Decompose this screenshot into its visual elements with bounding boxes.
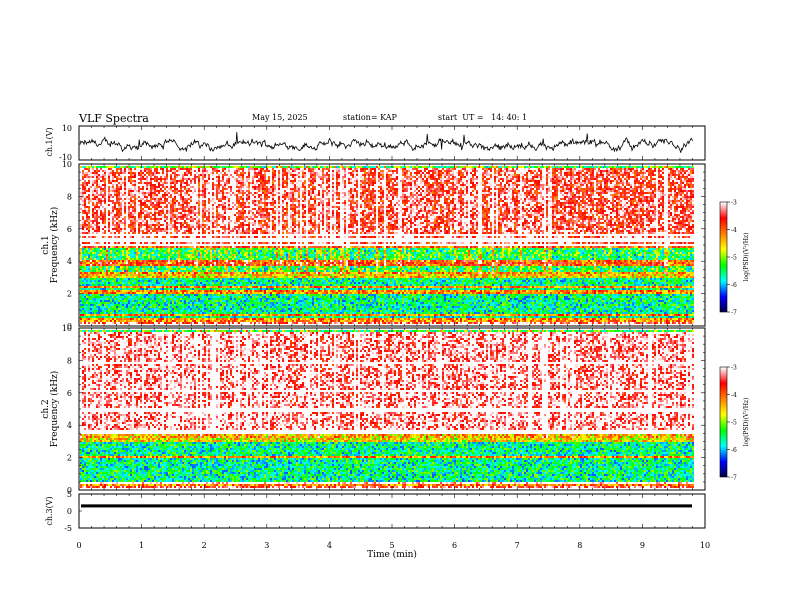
colorbar-tick-label: -6 [731, 282, 737, 289]
ch2-spectrogram-frame [78, 327, 706, 491]
date-label: May 15, 2025 [252, 113, 308, 122]
colorbar-tick-label: -4 [731, 227, 737, 234]
ch3-ylabel: ch.3(V) [45, 496, 54, 525]
ytick-label: 2 [67, 290, 72, 299]
xtick-label: 1 [139, 541, 144, 550]
ytick-label: 10 [62, 160, 72, 169]
colorbar-tick-label: -3 [731, 200, 737, 207]
colorbar-tick-label: -5 [731, 420, 737, 427]
ch1-ytick-bottom: -10 [59, 153, 72, 162]
ytick-label: 4 [67, 421, 72, 430]
ch2-spec-ylabel-line1: ch.2 [41, 399, 51, 418]
colorbar-tick-label: -7 [731, 475, 737, 482]
xtick-label: 9 [640, 541, 645, 550]
xtick-label: 2 [202, 541, 207, 550]
colorbar-tick-label: -6 [731, 447, 737, 454]
ytick-label: 2 [67, 454, 72, 463]
ch1-spectrogram-frame [78, 163, 706, 327]
ytick-label: 5 [67, 490, 72, 499]
ytick-label: 0 [67, 507, 72, 516]
xtick-label: 8 [577, 541, 582, 550]
ytick-label: 4 [67, 257, 72, 266]
colorbar-tick-label: -7 [731, 310, 737, 317]
ch2-colorbar-label: log(PSD)(V²/Hz) [743, 398, 750, 447]
xtick-label: 4 [327, 541, 332, 550]
ytick-label: 0 [67, 486, 72, 495]
ch1-waveform-line [79, 132, 694, 153]
ytick-label: 0 [67, 322, 72, 331]
ch1-colorbar-gradient [720, 202, 727, 312]
ch1-ytick-top: 10 [62, 124, 72, 133]
ch3-waveform-band [81, 504, 692, 508]
ch2-colorbar-gradient [720, 367, 727, 477]
ch1-waveform-frame [78, 125, 706, 161]
figure-title: VLF Spectra [79, 112, 149, 125]
xtick-label: 7 [515, 541, 520, 550]
xaxis-label: Time (min) [367, 549, 417, 560]
xtick-label: 0 [76, 541, 81, 550]
ytick-label: 10 [62, 324, 72, 333]
ytick-label: 8 [67, 192, 72, 201]
colorbar-frame [719, 366, 728, 478]
colorbar-tick-label: -5 [731, 255, 737, 262]
colorbar-frame [719, 201, 728, 313]
station-label: station= KAP [343, 113, 397, 122]
ch3-waveform-frame [78, 493, 706, 529]
ch2-spec-ylabel-line2: Frequency (kHz) [49, 371, 60, 448]
ch1-ylabel: ch.1(V) [45, 127, 54, 156]
colorbar-tick-label: -3 [731, 365, 737, 372]
ytick-label: 8 [67, 356, 72, 365]
ch1-spectrogram-image [80, 166, 694, 324]
ytick-label: 6 [67, 225, 72, 234]
ch2-spectrogram-image [80, 330, 694, 488]
xtick-label: 6 [452, 541, 457, 550]
xtick-label: 5 [389, 541, 394, 550]
ytick-label: 6 [67, 389, 72, 398]
xtick-label: 3 [264, 541, 269, 550]
ch1-spec-ylabel-line2: Frequency (kHz) [49, 207, 60, 284]
start-time-label: start UT = 14: 40: 1 [438, 113, 528, 122]
ytick-label: -5 [64, 524, 72, 533]
ch1-colorbar-label: log(PSD)(V²/Hz) [743, 233, 750, 282]
ch1-spec-ylabel-line1: ch.1 [41, 235, 51, 254]
colorbar-tick-label: -4 [731, 392, 737, 399]
xtick-label: 10 [700, 541, 710, 550]
